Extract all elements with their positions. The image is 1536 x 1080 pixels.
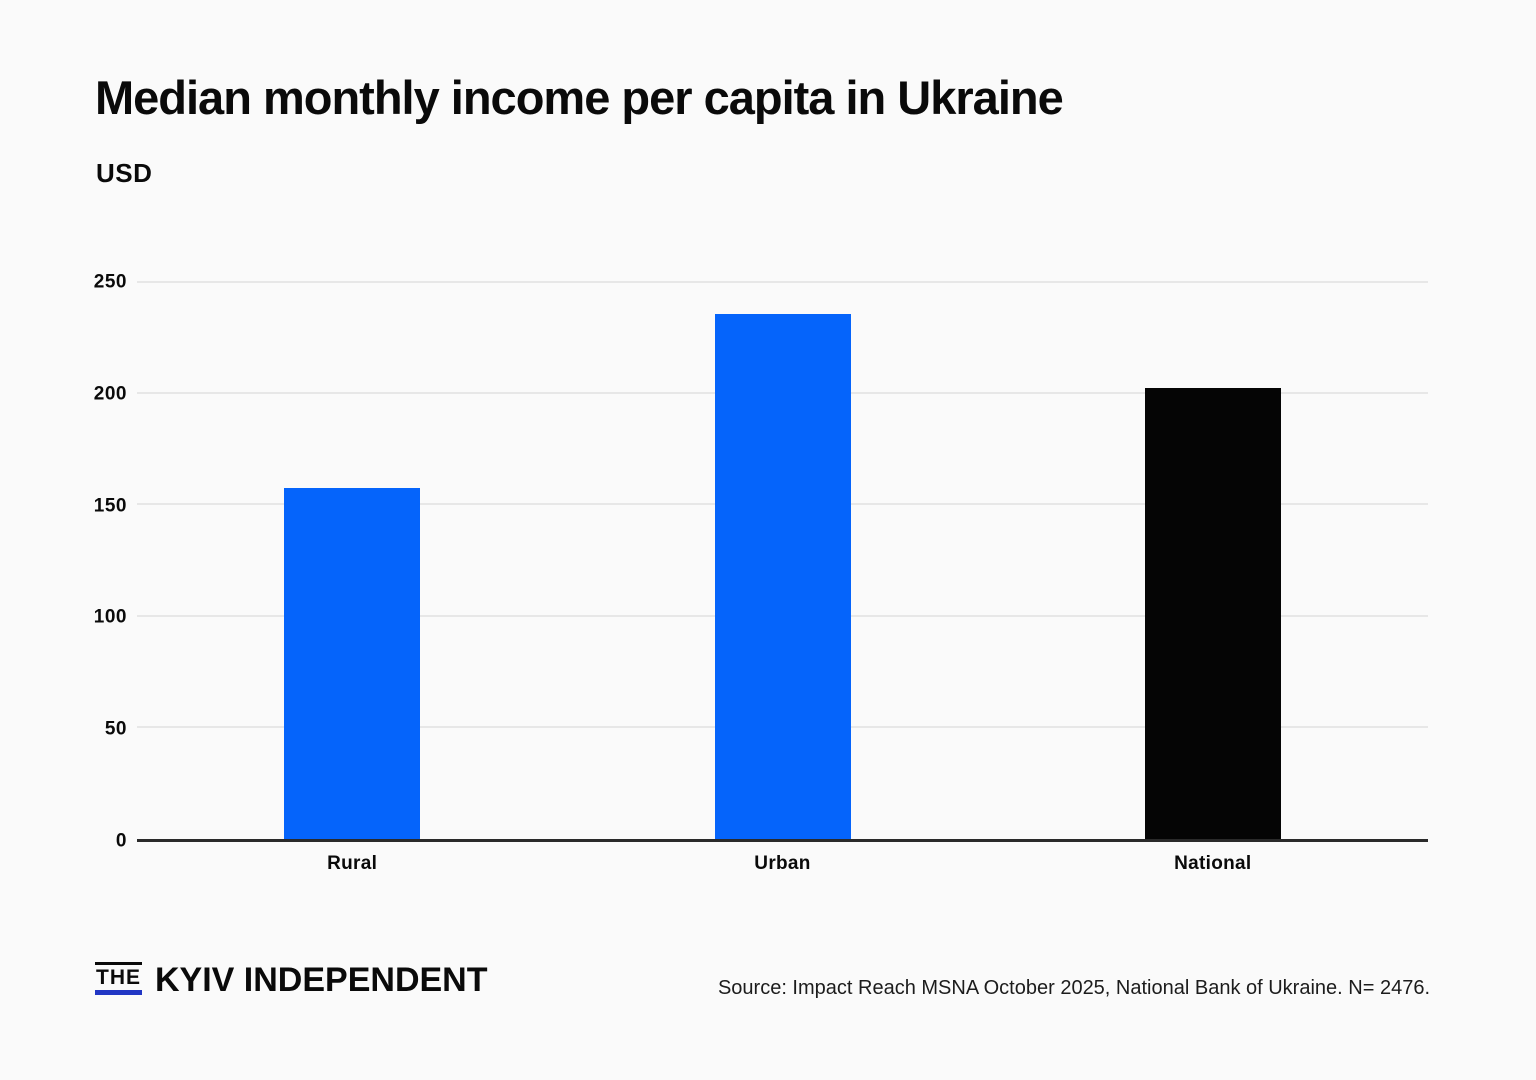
logo-name-text: KYIV INDEPENDENT xyxy=(155,961,488,1000)
y-axis-tick-250: 250 xyxy=(93,271,127,293)
x-axis-label-national: National xyxy=(1174,853,1252,874)
chart-title: Median monthly income per capita in Ukra… xyxy=(95,71,1064,124)
bar-urban xyxy=(714,314,851,839)
bar-national xyxy=(1144,387,1281,839)
x-axis-label-urban: Urban xyxy=(754,853,811,874)
y-axis-labels: 0 50 100 150 200 250 xyxy=(0,272,127,852)
y-axis-tick-0: 0 xyxy=(115,830,127,852)
y-axis-tick-200: 200 xyxy=(93,383,127,405)
y-axis-tick-100: 100 xyxy=(93,606,127,628)
source-attribution: Source: Impact Reach MSNA October 2025, … xyxy=(717,977,1430,999)
kyiv-independent-logo: THE KYIV INDEPENDENT xyxy=(95,962,488,997)
gridline-250 xyxy=(137,281,1428,283)
y-axis-tick-50: 50 xyxy=(104,718,127,740)
y-axis-tick-150: 150 xyxy=(93,495,127,517)
logo-the-text: THE xyxy=(95,962,142,996)
chart-unit-label: USD xyxy=(96,158,153,188)
bar-rural xyxy=(284,487,421,839)
plot-area: Rural Urban National xyxy=(137,281,1428,874)
x-axis-label-rural: Rural xyxy=(327,853,378,874)
